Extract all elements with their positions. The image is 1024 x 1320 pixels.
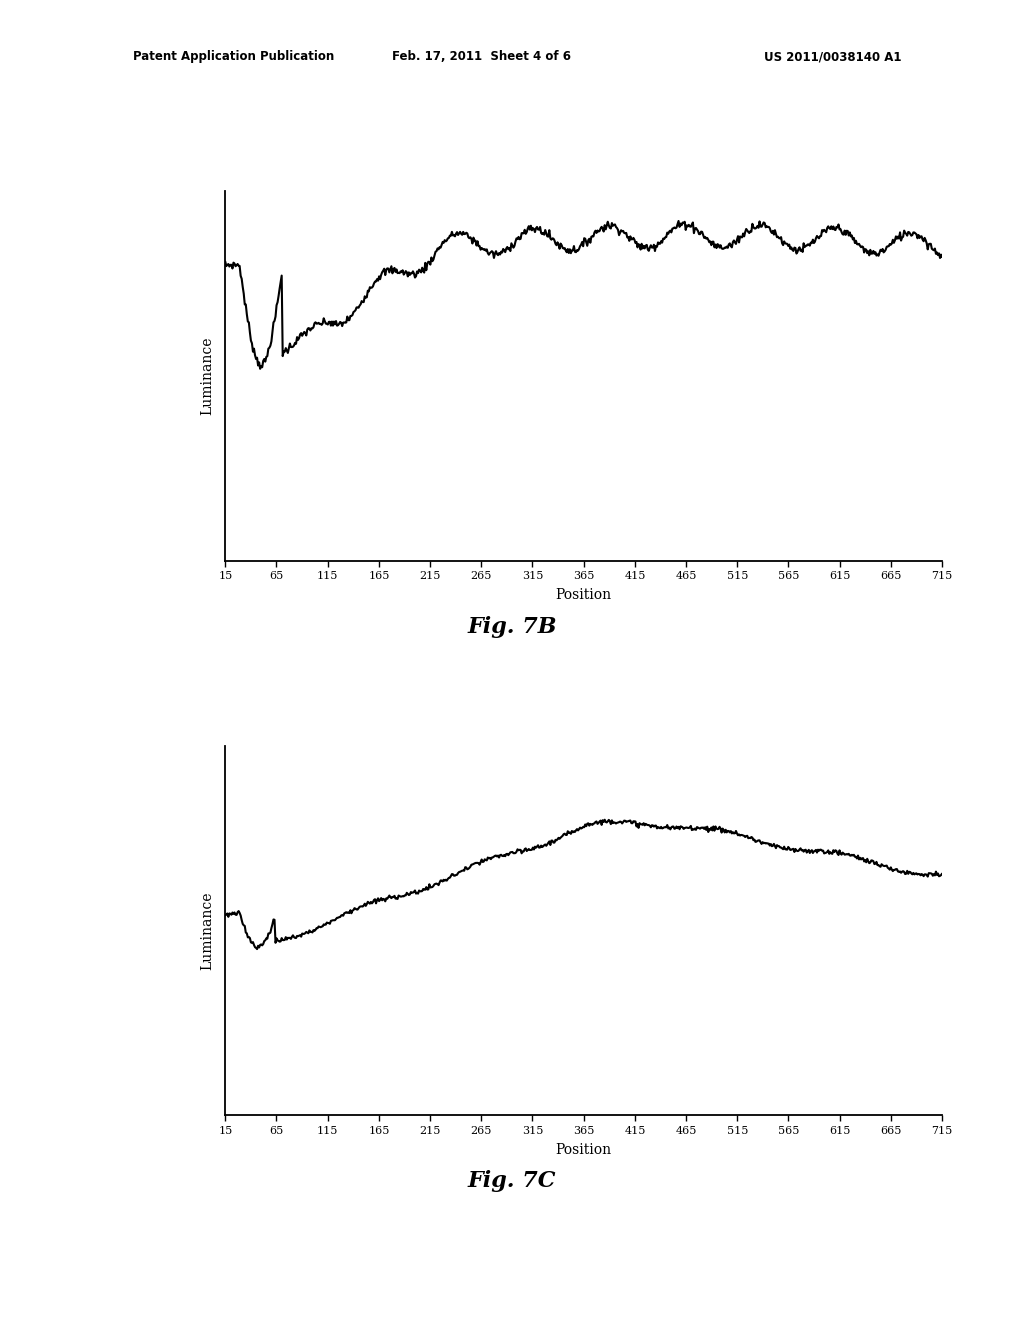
Text: Feb. 17, 2011  Sheet 4 of 6: Feb. 17, 2011 Sheet 4 of 6 xyxy=(392,50,570,63)
Text: Fig. 7B: Fig. 7B xyxy=(467,616,557,638)
Y-axis label: Luminance: Luminance xyxy=(200,337,214,416)
X-axis label: Position: Position xyxy=(556,589,611,602)
X-axis label: Position: Position xyxy=(556,1143,611,1156)
Text: Patent Application Publication: Patent Application Publication xyxy=(133,50,335,63)
Text: US 2011/0038140 A1: US 2011/0038140 A1 xyxy=(764,50,901,63)
Text: Fig. 7C: Fig. 7C xyxy=(468,1171,556,1192)
Y-axis label: Luminance: Luminance xyxy=(200,891,214,970)
